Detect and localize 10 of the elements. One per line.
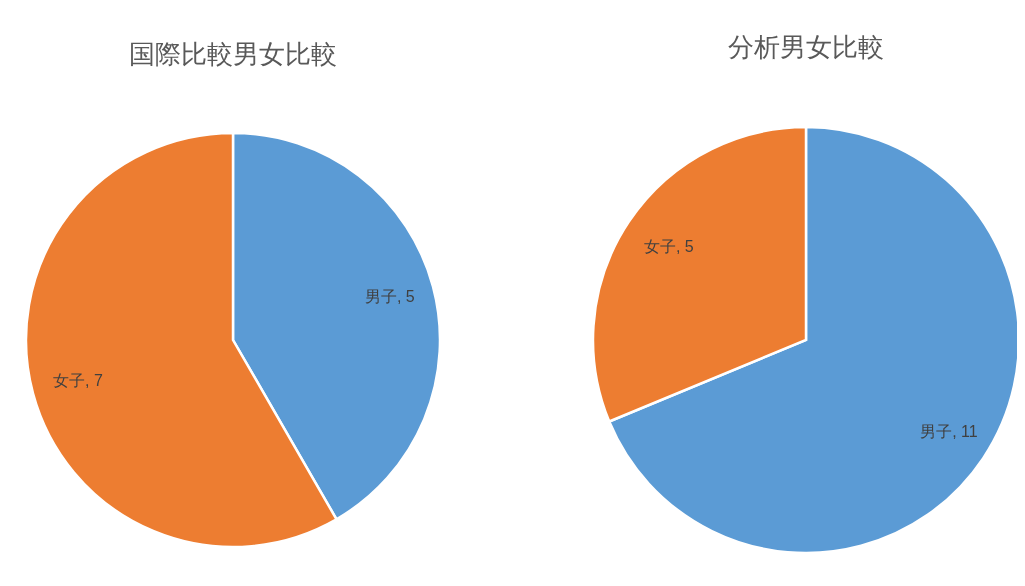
slice-label: 男子 <box>364 288 397 306</box>
chart-title: 国際比較男女比較 <box>129 39 337 69</box>
data-label: , 5 <box>396 288 415 306</box>
slice-label: 女子 <box>53 372 86 390</box>
data-label: , 7 <box>85 372 103 390</box>
chart-title: 分析男女比較 <box>728 32 884 62</box>
data-label: , 5 <box>675 237 694 255</box>
data-label: , 11 <box>952 422 978 440</box>
slice-label: 男子 <box>920 422 953 440</box>
slice-label: 女子 <box>643 237 676 255</box>
